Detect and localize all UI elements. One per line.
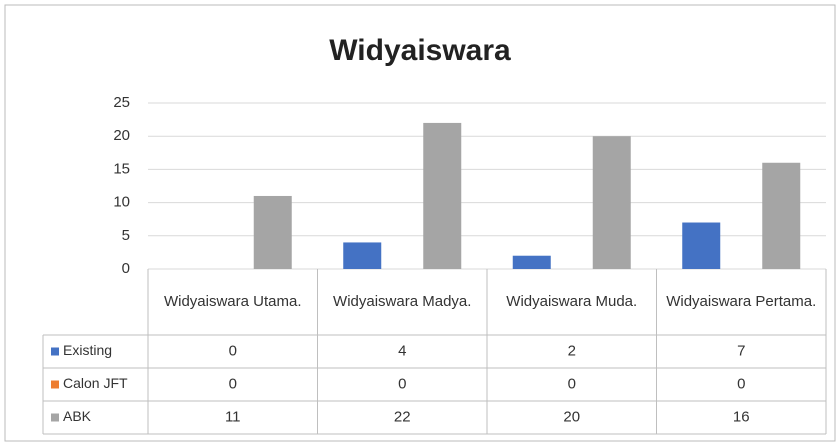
y-tick-label: 20 <box>113 127 130 144</box>
table-value: 7 <box>737 342 745 359</box>
legend-key <box>51 413 59 422</box>
table-value: 20 <box>563 408 580 425</box>
table-value: 16 <box>733 408 750 425</box>
legend-label: ABK <box>63 408 92 424</box>
legend-key <box>51 347 59 356</box>
y-tick-label: 25 <box>113 94 130 111</box>
table-value: 0 <box>737 375 745 392</box>
bar <box>682 222 721 269</box>
bar <box>762 162 801 269</box>
table-value: 2 <box>568 342 576 359</box>
y-tick-label: 0 <box>122 260 130 277</box>
y-tick-label: 15 <box>113 160 130 177</box>
x-tick-label-box: Widyaiswara Muda. <box>506 293 638 310</box>
x-tick-label: Widyaiswara Madya. <box>333 293 472 310</box>
table-value: 11 <box>225 408 241 425</box>
legend-key <box>51 380 59 389</box>
x-tick-label-box: Widyaiswara Pertama. <box>666 293 817 310</box>
x-tick-label-box: Widyaiswara Madya. <box>333 293 472 310</box>
table-value: 0 <box>568 375 576 392</box>
bar <box>592 136 631 269</box>
bar <box>423 122 462 269</box>
legend-label: Existing <box>63 342 112 358</box>
x-tick-label: Widyaiswara Pertama. <box>666 293 817 310</box>
legend-label: Calon JFT <box>63 375 128 391</box>
x-tick-label: Widyaiswara Muda. <box>506 293 638 310</box>
x-tick-label: Widyaiswara Utama. <box>163 293 302 310</box>
chart-title: Widyaiswara <box>329 34 511 67</box>
table-value: 4 <box>398 342 406 359</box>
x-tick-label-box: Widyaiswara Utama. <box>163 293 302 310</box>
bar <box>512 255 551 269</box>
y-tick-label: 10 <box>113 194 130 211</box>
bar <box>343 242 382 269</box>
table-value: 0 <box>398 375 406 392</box>
table-value: 0 <box>229 375 237 392</box>
bar <box>253 195 292 269</box>
y-tick-label: 5 <box>122 227 130 244</box>
table-value: 0 <box>229 342 237 359</box>
table-value: 22 <box>394 408 411 425</box>
